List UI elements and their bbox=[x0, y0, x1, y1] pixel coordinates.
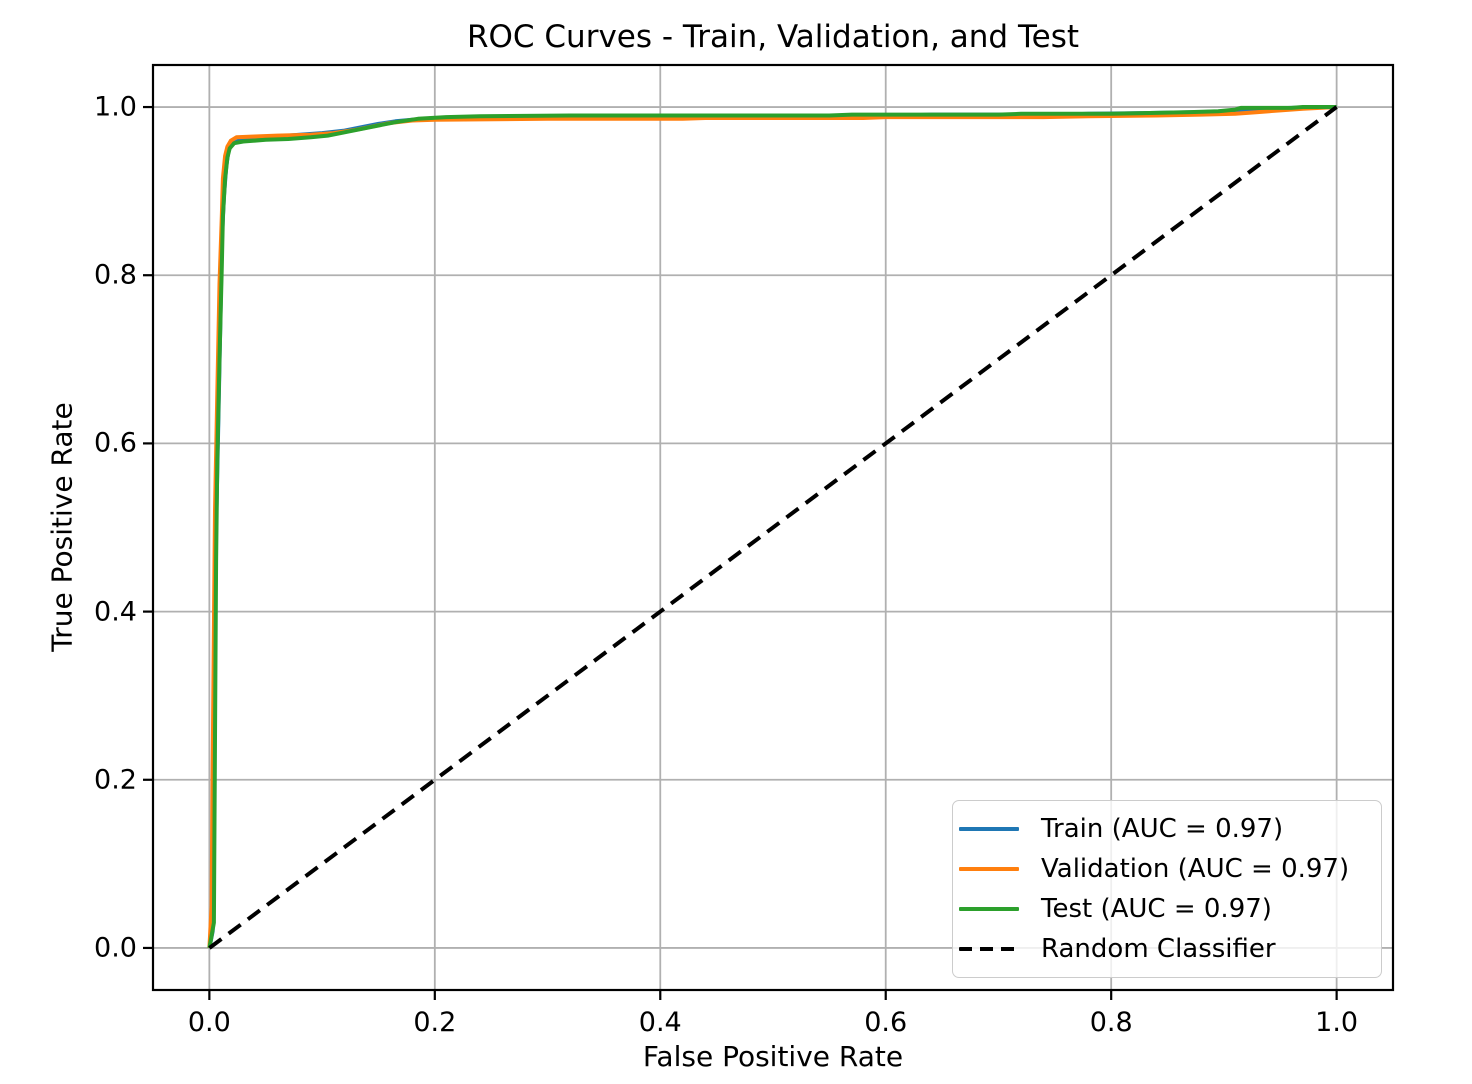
legend: Train (AUC = 0.97) Validation (AUC = 0.97… bbox=[952, 800, 1382, 978]
x-tick-label: 0.6 bbox=[864, 1007, 908, 1038]
legend-line-sample-test bbox=[959, 907, 1019, 911]
legend-label-random-classifier: Random Classifier bbox=[1041, 934, 1276, 964]
chart-title: ROC Curves - Train, Validation, and Test bbox=[466, 19, 1080, 55]
y-tick-label: 0.6 bbox=[94, 427, 137, 459]
x-axis-label: False Positive Rate bbox=[642, 1040, 904, 1073]
y-tick-label: 0.0 bbox=[94, 932, 137, 964]
legend-entry-validation: Validation (AUC = 0.97) bbox=[959, 849, 1371, 889]
y-axis-label: True Positive Rate bbox=[45, 402, 79, 652]
y-tick-label: 1.0 bbox=[94, 91, 137, 123]
legend-entry-train: Train (AUC = 0.97) bbox=[959, 809, 1371, 849]
x-tick-label: 0.8 bbox=[1089, 1007, 1133, 1038]
plot-frame bbox=[151, 63, 1395, 992]
legend-entry-test: Test (AUC = 0.97) bbox=[959, 889, 1371, 929]
series-line-random-classifier bbox=[208, 105, 1338, 950]
series-line-test bbox=[207, 105, 1337, 949]
legend-label-validation: Validation (AUC = 0.97) bbox=[1041, 854, 1350, 884]
legend-line-sample-validation bbox=[959, 867, 1019, 871]
legend-label-train: Train (AUC = 0.97) bbox=[1041, 814, 1284, 844]
legend-line-sample-train bbox=[959, 827, 1019, 831]
legend-line-sample-random-classifier bbox=[959, 947, 1019, 951]
x-tick-label: 0.4 bbox=[638, 1007, 682, 1038]
x-tick-label: 1.0 bbox=[1315, 1007, 1359, 1038]
x-tick-label: 0.2 bbox=[413, 1007, 457, 1038]
y-tick-label: 0.8 bbox=[94, 259, 137, 291]
legend-label-test: Test (AUC = 0.97) bbox=[1041, 894, 1272, 924]
y-tick-label: 0.2 bbox=[94, 764, 137, 796]
legend-entry-random-classifier: Random Classifier bbox=[959, 929, 1371, 969]
y-tick-label: 0.4 bbox=[94, 596, 137, 628]
x-tick-label: 0.0 bbox=[187, 1007, 231, 1038]
